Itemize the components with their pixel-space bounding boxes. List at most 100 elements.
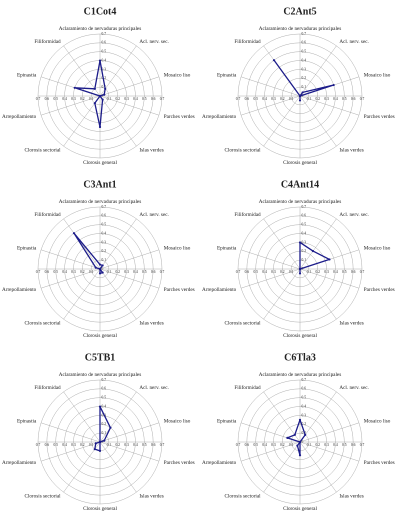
r-tick-label: 0.4 <box>102 231 107 235</box>
r-tick-label: 0.3 <box>102 67 107 71</box>
r-tick-label: 0.1 <box>102 85 107 89</box>
r-tick-label: 0.5 <box>253 443 258 447</box>
category-label: Arrepollamiento <box>2 460 37 466</box>
r-tick-label: 0.7 <box>302 32 307 36</box>
r-tick-label: 0.6 <box>102 41 107 45</box>
r-tick-label: 0.2 <box>315 443 320 447</box>
category-label: Parches verdes <box>164 287 195 293</box>
r-tick-label: 0.3 <box>71 97 76 101</box>
r-tick-label: 0.5 <box>342 270 347 274</box>
r-tick-label: 0.4 <box>333 443 338 447</box>
r-tick-label: 0.5 <box>302 50 307 54</box>
spoke <box>63 45 101 97</box>
r-tick-label: 0.2 <box>102 422 107 426</box>
r-tick-label: 0.6 <box>245 443 250 447</box>
r-tick-label: 0.4 <box>302 58 307 62</box>
category-label: Clorosis general <box>283 160 317 166</box>
category-label: Filiformidad <box>234 384 261 391</box>
category-label: Acl. nerv. sec. <box>339 385 368 391</box>
r-tick-label: 0.1 <box>102 431 107 435</box>
data-point <box>98 405 102 408</box>
category-label: Islas verdes <box>339 147 363 153</box>
r-tick-label: 0.5 <box>102 50 107 54</box>
r-tick-label: 0.7 <box>160 270 165 274</box>
category-label: Filiformidad <box>34 211 61 218</box>
spoke <box>299 218 337 270</box>
r-tick-label: 0.2 <box>80 270 85 274</box>
spoke <box>263 218 301 270</box>
r-tick-label: 0.2 <box>80 443 85 447</box>
r-tick-label: 0.4 <box>333 97 338 101</box>
category-label: Aclaramiento de nervaduras principales <box>59 199 142 205</box>
r-tick-label: 0.7 <box>236 270 241 274</box>
r-tick-label: 0.2 <box>315 270 320 274</box>
data-point <box>93 448 96 451</box>
r-tick-label: 0.2 <box>302 422 307 426</box>
r-tick-label: 0.6 <box>45 443 50 447</box>
spoke <box>240 441 301 462</box>
category-label: Epinastia <box>217 418 237 424</box>
spoke <box>99 391 137 443</box>
data-point <box>298 99 302 102</box>
category-label: Acl. nerv. sec. <box>339 39 368 45</box>
r-tick-label: 0.3 <box>124 270 129 274</box>
r-tick-label: 0.6 <box>151 270 156 274</box>
r-tick-label: 0.4 <box>262 270 267 274</box>
category-label: Mosaico liso <box>164 72 191 78</box>
chart-title: C5TB1 <box>85 352 116 363</box>
r-tick-label: 0.3 <box>271 270 276 274</box>
r-tick-label: 0.6 <box>45 97 50 101</box>
category-label: Epinastia <box>17 245 37 251</box>
spoke <box>99 441 137 493</box>
spoke <box>40 249 101 270</box>
r-tick-label: 0.7 <box>36 270 41 274</box>
r-tick-label: 0.4 <box>102 58 107 62</box>
category-label: Filiformidad <box>34 384 61 391</box>
spoke <box>299 95 337 147</box>
r-tick-label: 0.4 <box>62 270 67 274</box>
category-label: Clorosis sectorial <box>24 493 61 499</box>
r-tick-label: 0.6 <box>302 41 307 45</box>
data-point <box>332 83 335 87</box>
data-point <box>301 91 304 94</box>
spoke <box>63 441 101 493</box>
category-label: Epinastia <box>17 72 37 78</box>
data-point <box>328 258 331 261</box>
data-point <box>298 241 302 244</box>
category-label: Clorosis general <box>283 506 317 512</box>
r-tick-label: 0.2 <box>115 270 120 274</box>
r-tick-label: 0.7 <box>302 205 307 209</box>
category-label: Clorosis general <box>283 333 317 339</box>
r-tick-label: 0.6 <box>151 443 156 447</box>
r-tick-label: 0.4 <box>302 404 307 408</box>
spoke <box>99 268 137 320</box>
r-tick-label: 0.5 <box>142 443 147 447</box>
spoke <box>299 441 337 493</box>
category-label: Epinastia <box>217 72 237 78</box>
r-tick-label: 0.6 <box>102 214 107 218</box>
spoke <box>40 441 101 462</box>
category-label: Clorosis general <box>83 160 117 166</box>
spoke <box>299 422 360 443</box>
r-tick-label: 0.4 <box>262 443 267 447</box>
data-line <box>273 59 335 102</box>
spoke <box>40 422 101 443</box>
r-tick-label: 0.1 <box>302 85 307 89</box>
data-point <box>293 433 296 436</box>
data-point <box>98 125 102 129</box>
data-line <box>73 232 104 275</box>
data-point <box>272 59 276 62</box>
r-tick-label: 0.4 <box>102 404 107 408</box>
category-label: Aclaramiento de nervaduras principales <box>259 372 342 378</box>
r-tick-label: 0.6 <box>245 97 250 101</box>
r-tick-label: 0.7 <box>360 270 365 274</box>
data-point <box>98 449 102 452</box>
category-label: Arrepollamiento <box>2 287 37 293</box>
r-tick-label: 0.3 <box>102 240 107 244</box>
r-tick-label: 0.3 <box>324 443 329 447</box>
chart-title: C2Ant5 <box>283 6 316 17</box>
spoke <box>63 95 101 147</box>
r-tick-label: 0.2 <box>280 97 285 101</box>
category-label: Islas verdes <box>339 320 363 326</box>
r-tick-label: 0.6 <box>351 270 356 274</box>
